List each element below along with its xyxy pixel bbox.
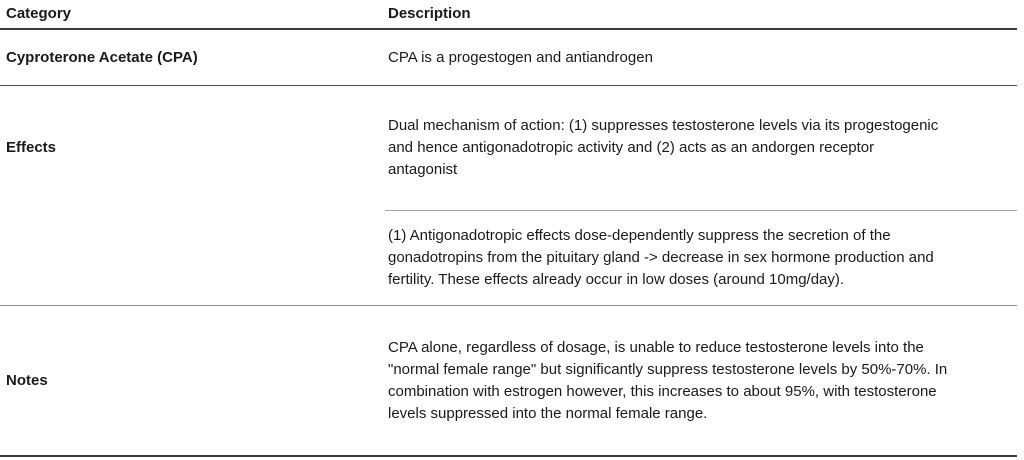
table-row-effects: Effects Dual mechanism of action: (1) su… bbox=[0, 86, 1017, 306]
category-cell-notes: Notes bbox=[6, 371, 48, 389]
description-cell-effects-mechanism: Dual mechanism of action: (1) suppresses… bbox=[385, 86, 1017, 211]
effects-antigonadotropic-text: (1) Antigonadotropic effects dose-depend… bbox=[388, 227, 934, 288]
table-row-notes: Notes CPA alone, regardless of dosage, i… bbox=[0, 306, 1017, 457]
table-header-row: Category Description bbox=[0, 0, 1017, 30]
category-cell-cpa: Cyproterone Acetate (CPA) bbox=[6, 48, 198, 66]
description-cell-effects-antigonadotropic: (1) Antigonadotropic effects dose-depend… bbox=[385, 211, 1017, 305]
description-column-header: Description bbox=[388, 5, 471, 22]
notes-text: CPA alone, regardless of dosage, is unab… bbox=[388, 338, 948, 422]
effects-mechanism-text: Dual mechanism of action: (1) suppresses… bbox=[388, 117, 939, 178]
effects-description-stack: Dual mechanism of action: (1) suppresses… bbox=[385, 86, 1017, 305]
table-row-cpa: Cyproterone Acetate (CPA) CPA is a proge… bbox=[0, 30, 1017, 86]
description-cell-cpa: CPA is a progestogen and antiandrogen bbox=[388, 48, 653, 66]
category-column-header: Category bbox=[6, 5, 72, 22]
category-cell-effects: Effects bbox=[0, 86, 385, 305]
category-label-effects: Effects bbox=[6, 139, 57, 156]
